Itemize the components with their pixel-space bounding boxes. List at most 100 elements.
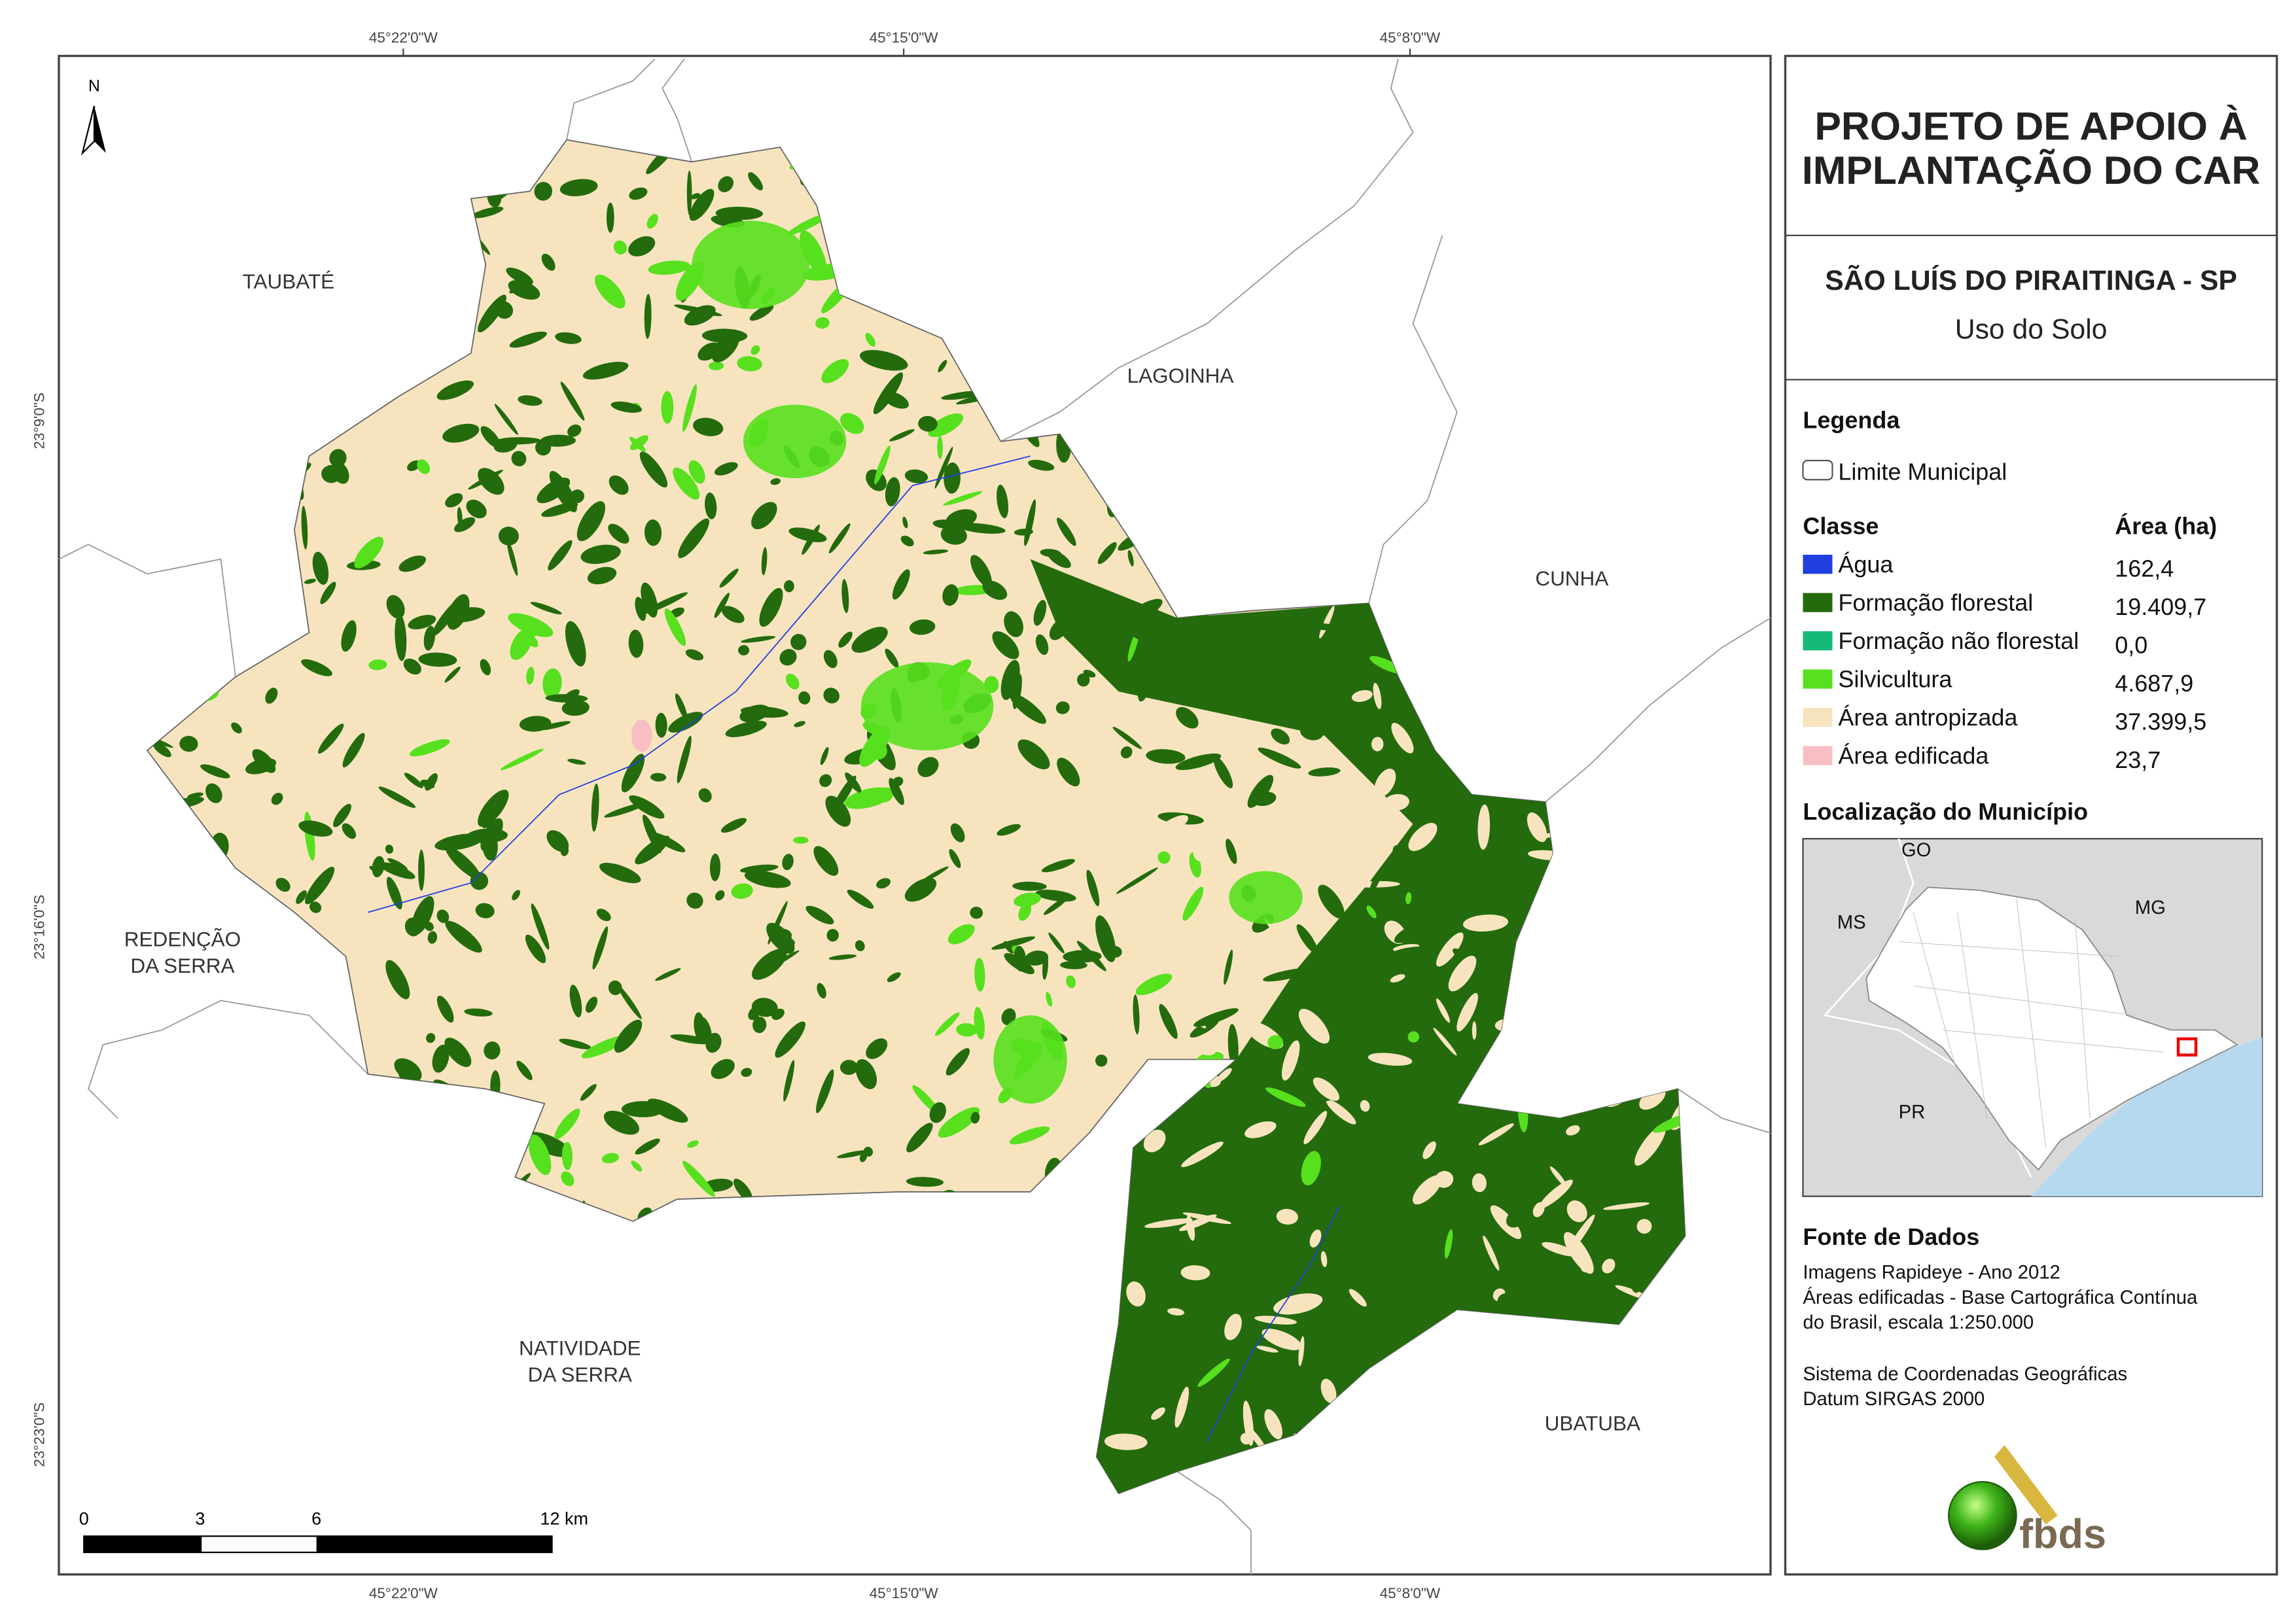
land-patch — [1057, 758, 1080, 787]
land-patch — [751, 502, 777, 529]
land-patch — [838, 631, 853, 648]
land-patch — [1195, 1041, 1216, 1056]
neighbor-name: DA SERRA — [130, 954, 234, 977]
legend-swatch — [1803, 631, 1833, 651]
land-patch — [866, 1038, 888, 1059]
north-arrow: N — [80, 77, 106, 156]
map-theme: Uso do Solo — [1955, 313, 2108, 345]
land-patch — [265, 688, 278, 704]
land-patch — [928, 413, 964, 438]
land-patch — [1252, 792, 1277, 807]
land-patch — [1097, 937, 1110, 943]
land-patch — [1126, 1227, 1139, 1270]
land-patch — [1385, 1275, 1428, 1293]
land-patch — [751, 998, 778, 1017]
land-patch — [480, 426, 501, 448]
land-patch — [761, 547, 768, 576]
land-patch — [528, 1134, 552, 1176]
location-marker — [2176, 1037, 2198, 1057]
land-patch — [1566, 1125, 1580, 1136]
land-patch — [1193, 1008, 1239, 1027]
land-patch — [1159, 1003, 1178, 1039]
land-patch — [580, 544, 621, 565]
land-patch — [298, 820, 333, 837]
land-patch — [1490, 1205, 1522, 1240]
land-patch — [1018, 903, 1032, 921]
land-patch — [650, 832, 686, 852]
land-patch — [670, 1034, 711, 1045]
land-patch — [1341, 763, 1352, 811]
land-patch — [179, 735, 198, 752]
land-patch — [1167, 1308, 1184, 1316]
land-patch — [1197, 1358, 1230, 1387]
land-patch — [997, 484, 1009, 519]
land-patch — [825, 795, 851, 827]
land-patch — [466, 499, 487, 519]
land-patch — [792, 836, 809, 844]
land-patch — [609, 475, 629, 495]
land-patch — [442, 423, 480, 443]
land-patch — [816, 1069, 834, 1113]
land-patch — [1291, 864, 1304, 881]
land-patch — [516, 1060, 533, 1081]
land-patch — [559, 1038, 592, 1049]
land-patch — [1265, 1087, 1306, 1107]
land-patch — [1014, 892, 1041, 907]
land-patch — [787, 213, 830, 236]
land-patch — [1180, 1265, 1210, 1281]
land-patch — [1285, 819, 1305, 865]
land-patch — [1009, 1126, 1050, 1145]
legend-class: Área edificada — [1838, 742, 1988, 769]
land-patch — [1127, 550, 1134, 567]
land-patch — [865, 332, 875, 347]
land-patch — [333, 803, 351, 828]
land-patch — [1193, 846, 1210, 862]
land-patch — [1421, 774, 1432, 788]
land-patch — [1318, 884, 1345, 919]
land-patch — [823, 650, 838, 669]
land-patch — [231, 722, 242, 734]
land-patch — [301, 659, 332, 676]
land-patch — [417, 459, 431, 474]
land-patch — [404, 917, 421, 937]
land-patch — [1135, 973, 1173, 996]
land-patch — [481, 814, 495, 828]
land-patch — [200, 764, 230, 778]
land-patch — [500, 748, 544, 771]
land-patch — [855, 1059, 877, 1089]
land-patch — [561, 700, 590, 716]
land-patch — [387, 858, 408, 871]
land-patch — [548, 540, 573, 571]
land-patch — [325, 464, 332, 476]
land-patch — [1264, 1409, 1282, 1440]
land-patch — [991, 936, 1036, 950]
logo-bar — [1994, 1444, 2058, 1525]
neighbor-name: CUNHA — [1535, 567, 1608, 590]
land-patch — [942, 584, 959, 606]
land-patch — [752, 1017, 767, 1034]
legend-swatch — [1803, 554, 1833, 574]
land-patch — [1360, 1100, 1370, 1112]
land-patch — [840, 413, 864, 434]
scale-bar: 0 3 6 12 km — [79, 1509, 588, 1554]
land-patch — [444, 1038, 472, 1068]
land-patch — [934, 446, 953, 489]
land-patch — [851, 627, 888, 653]
land-patch — [1224, 1314, 1242, 1340]
land-patch — [508, 613, 554, 637]
scale-bar-segment — [84, 1536, 202, 1553]
land-patch — [587, 567, 617, 585]
land-patch — [420, 779, 435, 789]
land-patch — [205, 783, 222, 803]
land-patch — [738, 645, 750, 655]
land-patch — [1298, 1009, 1330, 1044]
ocean — [2031, 1037, 2263, 1196]
land-patch — [1189, 610, 1226, 642]
land-patch — [1156, 814, 1189, 837]
land-patch — [698, 788, 712, 803]
land-patch — [510, 628, 533, 660]
land-patch — [751, 345, 760, 355]
land-patch — [582, 362, 629, 380]
land-patch — [570, 489, 584, 504]
land-patch — [1604, 1287, 1632, 1314]
